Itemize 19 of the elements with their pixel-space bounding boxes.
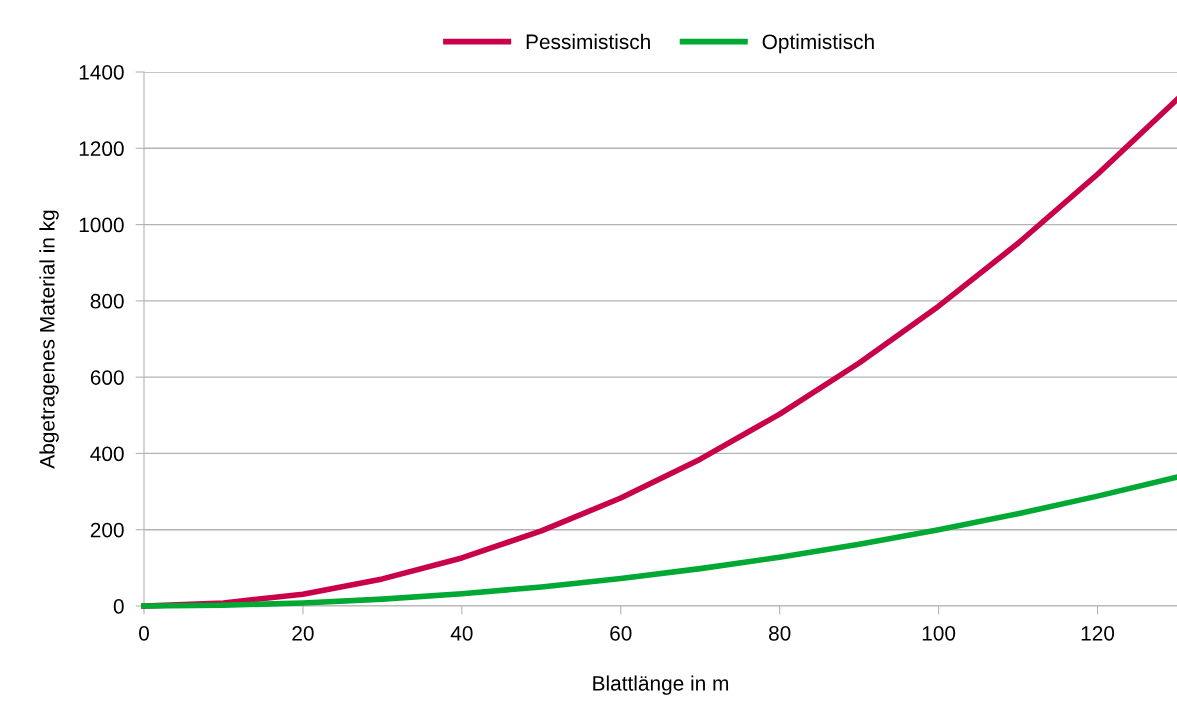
y-tick-label: 1400 bbox=[79, 65, 124, 80]
x-tick-label: 40 bbox=[450, 625, 473, 641]
y-tick-label: 200 bbox=[90, 522, 124, 538]
x-tick-label: 100 bbox=[922, 625, 956, 641]
x-axis-title: Blattlänge in m bbox=[593, 675, 729, 695]
y-tick-label: 1200 bbox=[79, 141, 124, 157]
y-tick-label: 0 bbox=[113, 599, 124, 614]
x-tick-label: 0 bbox=[139, 625, 149, 641]
legend-label: Optimistisch bbox=[762, 33, 874, 54]
y-axis-title: Abgetragenes Material in kg bbox=[39, 210, 59, 469]
legend-label: Pessimistisch bbox=[526, 33, 650, 50]
y-tick-label: 600 bbox=[90, 370, 124, 385]
y-tick-label: 400 bbox=[90, 446, 124, 462]
x-tick-label: 80 bbox=[769, 625, 791, 641]
x-tick-label: 60 bbox=[610, 625, 632, 641]
x-tick-label: 20 bbox=[292, 625, 314, 641]
y-tick-label: 800 bbox=[90, 293, 124, 309]
y-tick-label: 1000 bbox=[79, 217, 124, 233]
x-tick-label: 120 bbox=[1081, 625, 1115, 641]
